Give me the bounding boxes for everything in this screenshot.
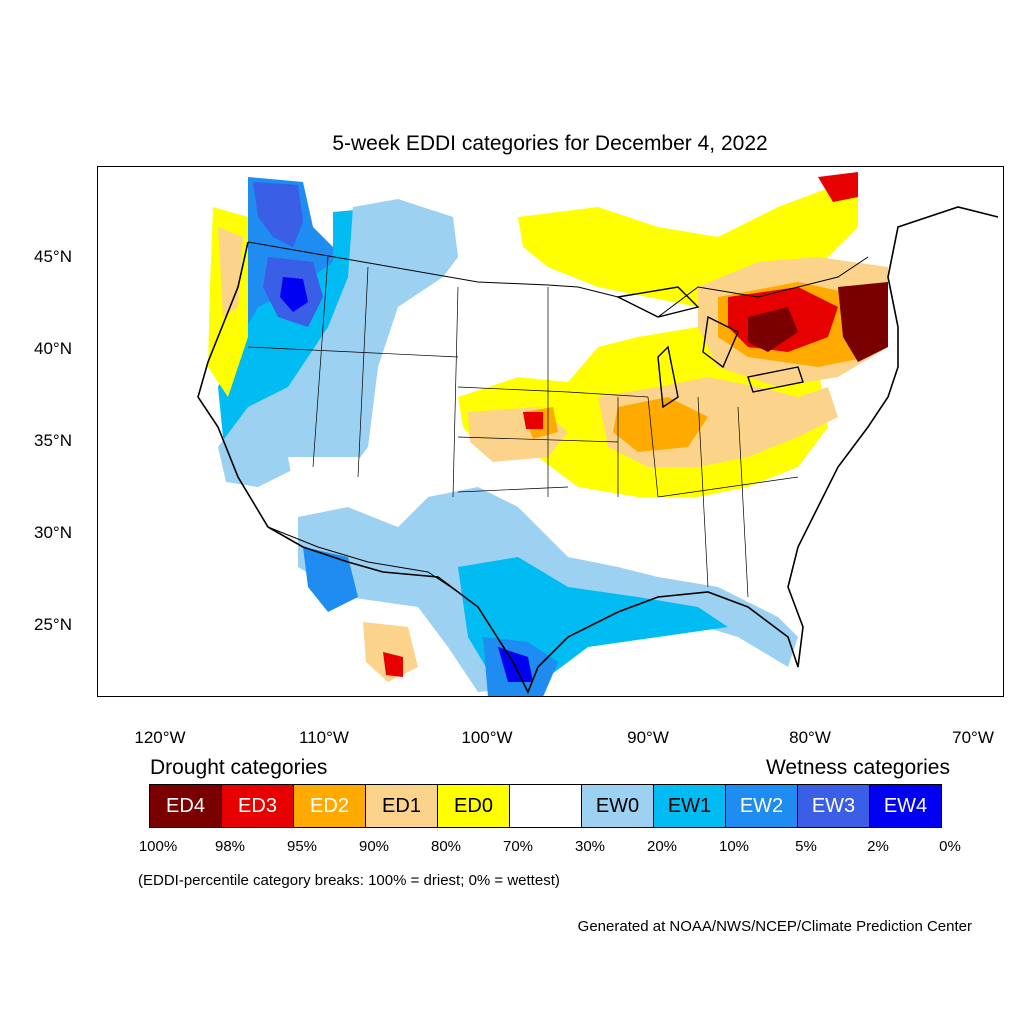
lat-tick-30: 30°N [34,523,72,542]
lon-tick-110: 110°W [299,728,349,747]
percentile-label: 100% [138,838,178,855]
lon-tick-90: 90°W [627,728,669,747]
region-ed2-east [613,397,708,452]
region-ed3-kansas [523,412,543,429]
percentile-label: 98% [214,838,246,855]
percentile-label: 20% [646,838,678,855]
wetness-heading: Wetness categories [765,756,950,779]
percentile-label: 5% [795,838,817,855]
lon-tick-70: 70°W [952,728,994,747]
legend-box-ew1: EW1 [653,784,726,828]
region-ew4-gulf [498,647,533,682]
region-ed4-michigan [748,307,798,352]
percentile-label: 90% [358,838,390,855]
great-lakes [615,286,804,409]
lon-tick-100: 100°W [461,728,513,747]
region-ew0-west [218,199,458,487]
legend-box-ed1: ED1 [365,784,438,828]
percentile-label: 95% [286,838,318,855]
region-neutral-southwest [288,457,428,527]
percentile-label: 0% [939,838,961,855]
region-neutral-plains [428,277,598,397]
lat-tick-45: 45°N [34,247,72,266]
map-title: 5-week EDDI categories for December 4, 2… [332,132,768,155]
legend-box-ew4: EW4 [869,784,942,828]
region-ed1-mexico [363,622,418,682]
legend-color-bar: ED4 ED3 ED2 ED1 ED0 EW0 EW1 EW2 EW3 EW4 [149,784,942,830]
legend-box-ed2: ED2 [293,784,366,828]
lat-tick-40: 40°N [34,339,72,358]
legend-note: (EDDI-percentile category breaks: 100% =… [138,872,560,889]
percentile-label: 2% [867,838,889,855]
drought-heading: Drought categories [150,756,328,779]
region-ew4-west [280,277,308,312]
state-lines [247,256,799,598]
percentile-label: 70% [502,838,534,855]
region-ed3-mexico [383,652,403,677]
legend-box-ed4: ED4 [149,784,222,828]
lat-tick-35: 35°N [34,431,72,450]
region-neutral-southeast [568,467,818,597]
eddi-map [97,166,1004,697]
lat-tick-25: 25°N [34,615,72,634]
credit-text: Generated at NOAA/NWS/NCEP/Climate Predi… [577,918,972,935]
region-ed3-canada [818,172,858,202]
percentile-label: 30% [574,838,606,855]
region-ed4-northeast [838,282,888,362]
legend-box-neutral [509,784,582,828]
mexico-border [267,526,459,593]
region-ew2-baja [303,547,358,612]
legend-box-ew3: EW3 [797,784,870,828]
map-canvas [197,172,999,696]
legend-box-ed0: ED0 [437,784,510,828]
legend-box-ew0: EW0 [581,784,654,828]
percentile-label: 80% [430,838,462,855]
percentile-label: 10% [718,838,750,855]
region-ed1-westcoast [218,227,243,317]
region-ew3-west [253,182,303,247]
legend-box-ed3: ED3 [221,784,294,828]
lon-tick-80: 80°W [789,728,831,747]
legend-box-ew2: EW2 [725,784,798,828]
lon-tick-120: 120°W [134,728,186,747]
us-outline [197,206,999,694]
